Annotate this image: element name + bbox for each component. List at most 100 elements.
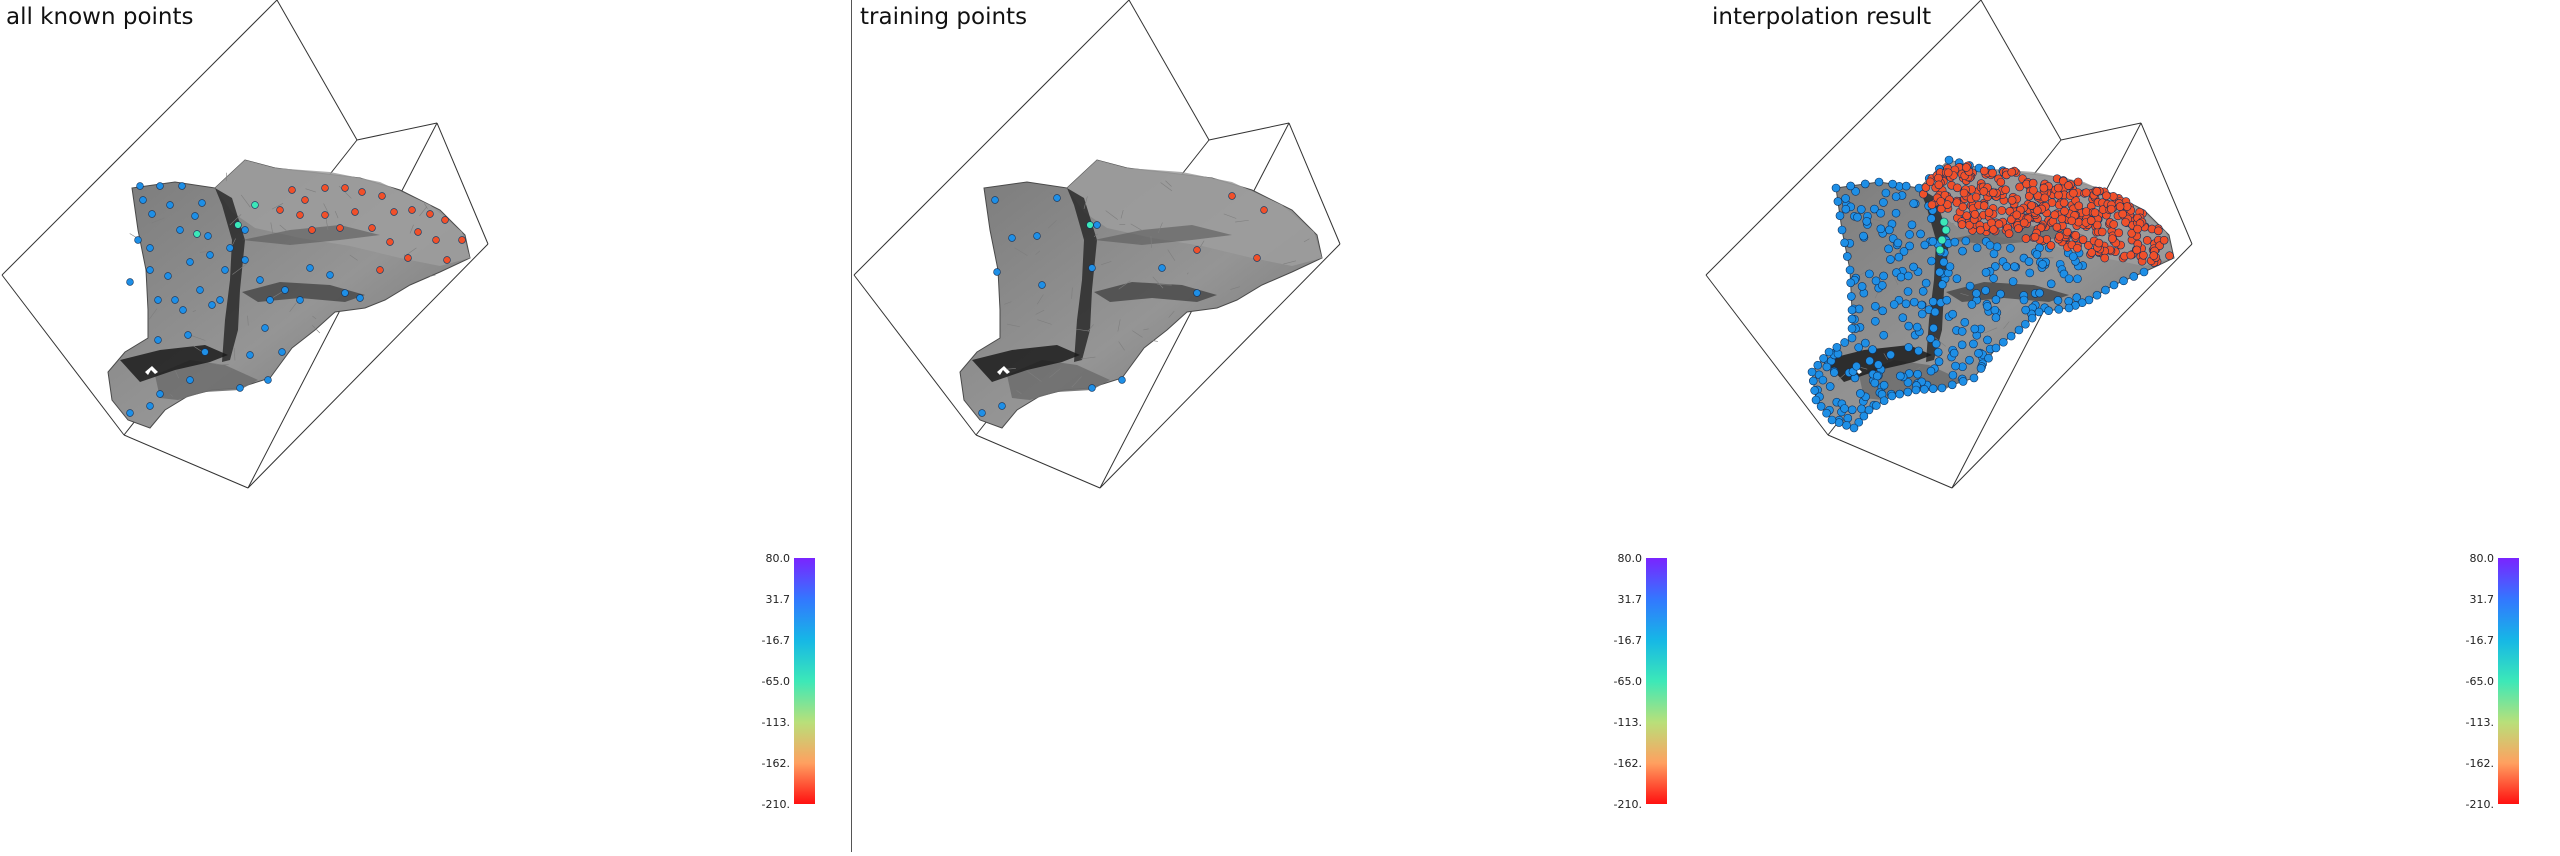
interpolated-point: [1865, 270, 1873, 278]
interpolated-point: [1843, 421, 1851, 429]
interpolated-point: [2051, 211, 2059, 219]
sample-point: [147, 245, 154, 252]
sample-point: [297, 297, 304, 304]
sample-point: [265, 377, 272, 384]
interpolated-point: [1859, 232, 1867, 240]
interpolated-point: [1958, 327, 1966, 335]
interpolated-point: [1992, 314, 2000, 322]
interpolated-point: [1969, 340, 1977, 348]
interpolated-point: [2054, 184, 2062, 192]
colorbar: [2498, 558, 2519, 804]
interpolated-point: [1953, 275, 1961, 283]
interpolated-point: [1896, 372, 1904, 380]
bounding-box-edge: [1828, 435, 1952, 488]
interpolated-point: [2069, 189, 2077, 197]
interpolated-point: [2072, 231, 2080, 239]
interpolated-point: [1880, 381, 1888, 389]
interpolated-point: [2029, 186, 2037, 194]
interpolated-point: [2022, 235, 2030, 243]
interpolated-point: [1982, 287, 1990, 295]
interpolated-point: [1998, 206, 2006, 214]
training-point: [1261, 207, 1268, 214]
interpolated-point: [1950, 349, 1958, 357]
sample-point: [235, 222, 242, 229]
sample-point: [202, 349, 209, 356]
panel-interpolation-result[interactable]: 80.031.7-16.7-65.0-113.-162.-210.: [1706, 0, 2519, 811]
interpolated-point: [2150, 252, 2158, 260]
colorbar-tick-label: -16.7: [2466, 634, 2494, 647]
interpolated-point: [1944, 169, 1952, 177]
interpolated-point: [1945, 156, 1953, 164]
sample-point: [157, 183, 164, 190]
interpolated-point: [1842, 205, 1850, 213]
interpolated-point: [1929, 298, 1937, 306]
interpolated-point: [1985, 209, 1993, 217]
training-point: [1159, 265, 1166, 272]
interpolated-point: [2021, 320, 2029, 328]
sample-point: [205, 233, 212, 240]
colorbar-tick-label: -113.: [1614, 716, 1642, 729]
bounding-box-edge: [1209, 123, 1289, 140]
sample-point: [302, 197, 309, 204]
interpolated-point: [1959, 247, 1967, 255]
interpolated-point: [1936, 246, 1944, 254]
sample-point: [427, 211, 434, 218]
interpolated-point: [2045, 307, 2053, 315]
training-point: [1009, 235, 1016, 242]
sample-point: [391, 209, 398, 216]
interpolated-point: [1823, 363, 1831, 371]
interpolated-point: [1970, 374, 1978, 382]
interpolated-point: [1971, 325, 1979, 333]
interpolated-point: [1990, 250, 1998, 258]
sample-point: [289, 187, 296, 194]
interpolated-point: [2140, 268, 2148, 276]
interpolated-point: [2020, 296, 2028, 304]
interpolated-point: [2107, 205, 2115, 213]
training-point: [1254, 255, 1261, 262]
interpolated-point: [1905, 322, 1913, 330]
interpolated-point: [1951, 238, 1959, 246]
interpolated-point: [1857, 205, 1865, 213]
interpolated-point: [1930, 324, 1938, 332]
sample-point: [127, 279, 134, 286]
colorbar-tick-label: -162.: [2466, 757, 2494, 770]
interpolated-point: [1946, 263, 1954, 271]
interpolated-point: [1882, 189, 1890, 197]
interpolated-point: [1889, 180, 1897, 188]
sample-point: [322, 212, 329, 219]
sample-point: [187, 377, 194, 384]
interpolated-point: [2055, 191, 2063, 199]
sample-point: [442, 217, 449, 224]
interpolated-point: [1932, 340, 1940, 348]
interpolated-point: [1910, 263, 1918, 271]
interpolated-point: [1906, 230, 1914, 238]
interpolated-point: [1980, 187, 1988, 195]
panel-training-points[interactable]: 80.031.7-16.7-65.0-113.-162.-210.: [854, 0, 1667, 811]
interpolated-point: [1976, 226, 1984, 234]
sample-point: [127, 410, 134, 417]
interpolated-point: [1938, 281, 1946, 289]
sample-point: [227, 245, 234, 252]
sample-point: [147, 267, 154, 274]
panel-all-known-points[interactable]: 80.031.7-16.7-65.0-113.-162.-210.: [2, 0, 815, 811]
interpolated-point: [1825, 348, 1833, 356]
interpolated-point: [1892, 209, 1900, 217]
sample-point: [192, 213, 199, 220]
interpolated-point: [2134, 225, 2142, 233]
interpolated-point: [2013, 211, 2021, 219]
interpolated-point: [1931, 308, 1939, 316]
bounding-box-edge: [1981, 0, 2061, 140]
sample-point: [405, 255, 412, 262]
bounding-box-edge: [277, 0, 357, 140]
interpolated-point: [1915, 347, 1923, 355]
interpolated-point: [1885, 226, 1893, 234]
interpolated-point: [1952, 362, 1960, 370]
interpolated-point: [2116, 203, 2124, 211]
sample-point: [185, 332, 192, 339]
bounding-box-edge: [1706, 275, 1828, 435]
colorbar-tick-label: -162.: [1614, 757, 1642, 770]
interpolated-point: [1826, 382, 1834, 390]
interpolated-point: [1899, 314, 1907, 322]
